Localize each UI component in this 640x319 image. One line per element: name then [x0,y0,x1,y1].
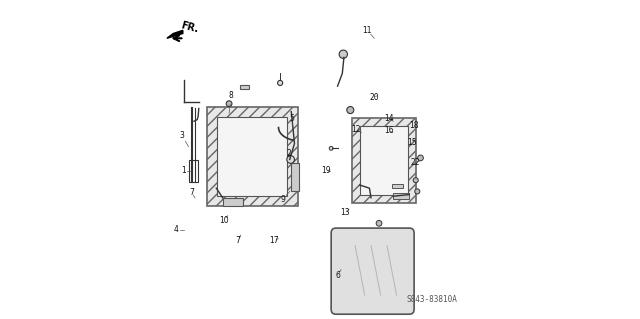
Text: S843-83810A: S843-83810A [406,295,457,304]
Circle shape [418,155,423,161]
Text: 18: 18 [409,121,418,130]
Text: 6: 6 [335,271,340,280]
Bar [217,117,287,196]
Text: FR.: FR. [180,20,200,34]
Text: 12: 12 [351,125,360,134]
Circle shape [376,220,382,226]
Circle shape [278,80,283,85]
Text: 15: 15 [407,138,417,147]
Circle shape [287,156,294,163]
FancyBboxPatch shape [394,193,410,199]
Text: 1: 1 [181,166,186,175]
Text: 20: 20 [369,93,379,102]
Bar [352,118,416,203]
Text: 7: 7 [236,236,241,245]
Circle shape [413,178,419,183]
Circle shape [339,50,348,58]
FancyBboxPatch shape [223,198,243,206]
Circle shape [226,101,232,107]
Text: 9: 9 [280,195,285,204]
Circle shape [415,189,420,194]
FancyBboxPatch shape [291,163,300,191]
Text: 22: 22 [411,158,420,167]
Text: 8: 8 [229,91,234,100]
FancyBboxPatch shape [392,184,403,188]
Text: 7: 7 [189,189,194,197]
Text: 16: 16 [384,126,394,135]
Circle shape [347,107,354,114]
Circle shape [329,146,333,150]
Text: 13: 13 [340,208,349,217]
Text: 3: 3 [180,131,184,140]
FancyBboxPatch shape [239,85,248,89]
Text: 5: 5 [290,114,294,122]
Text: 14: 14 [384,114,394,122]
Text: 10: 10 [219,216,228,225]
Bar [207,107,298,206]
Text: 2: 2 [286,149,291,158]
Text: 19: 19 [321,166,331,175]
Bar [360,126,408,195]
Polygon shape [167,30,183,38]
Text: 4: 4 [174,225,179,234]
FancyBboxPatch shape [331,228,414,314]
Text: 11: 11 [362,26,372,35]
Text: 17: 17 [269,236,279,245]
